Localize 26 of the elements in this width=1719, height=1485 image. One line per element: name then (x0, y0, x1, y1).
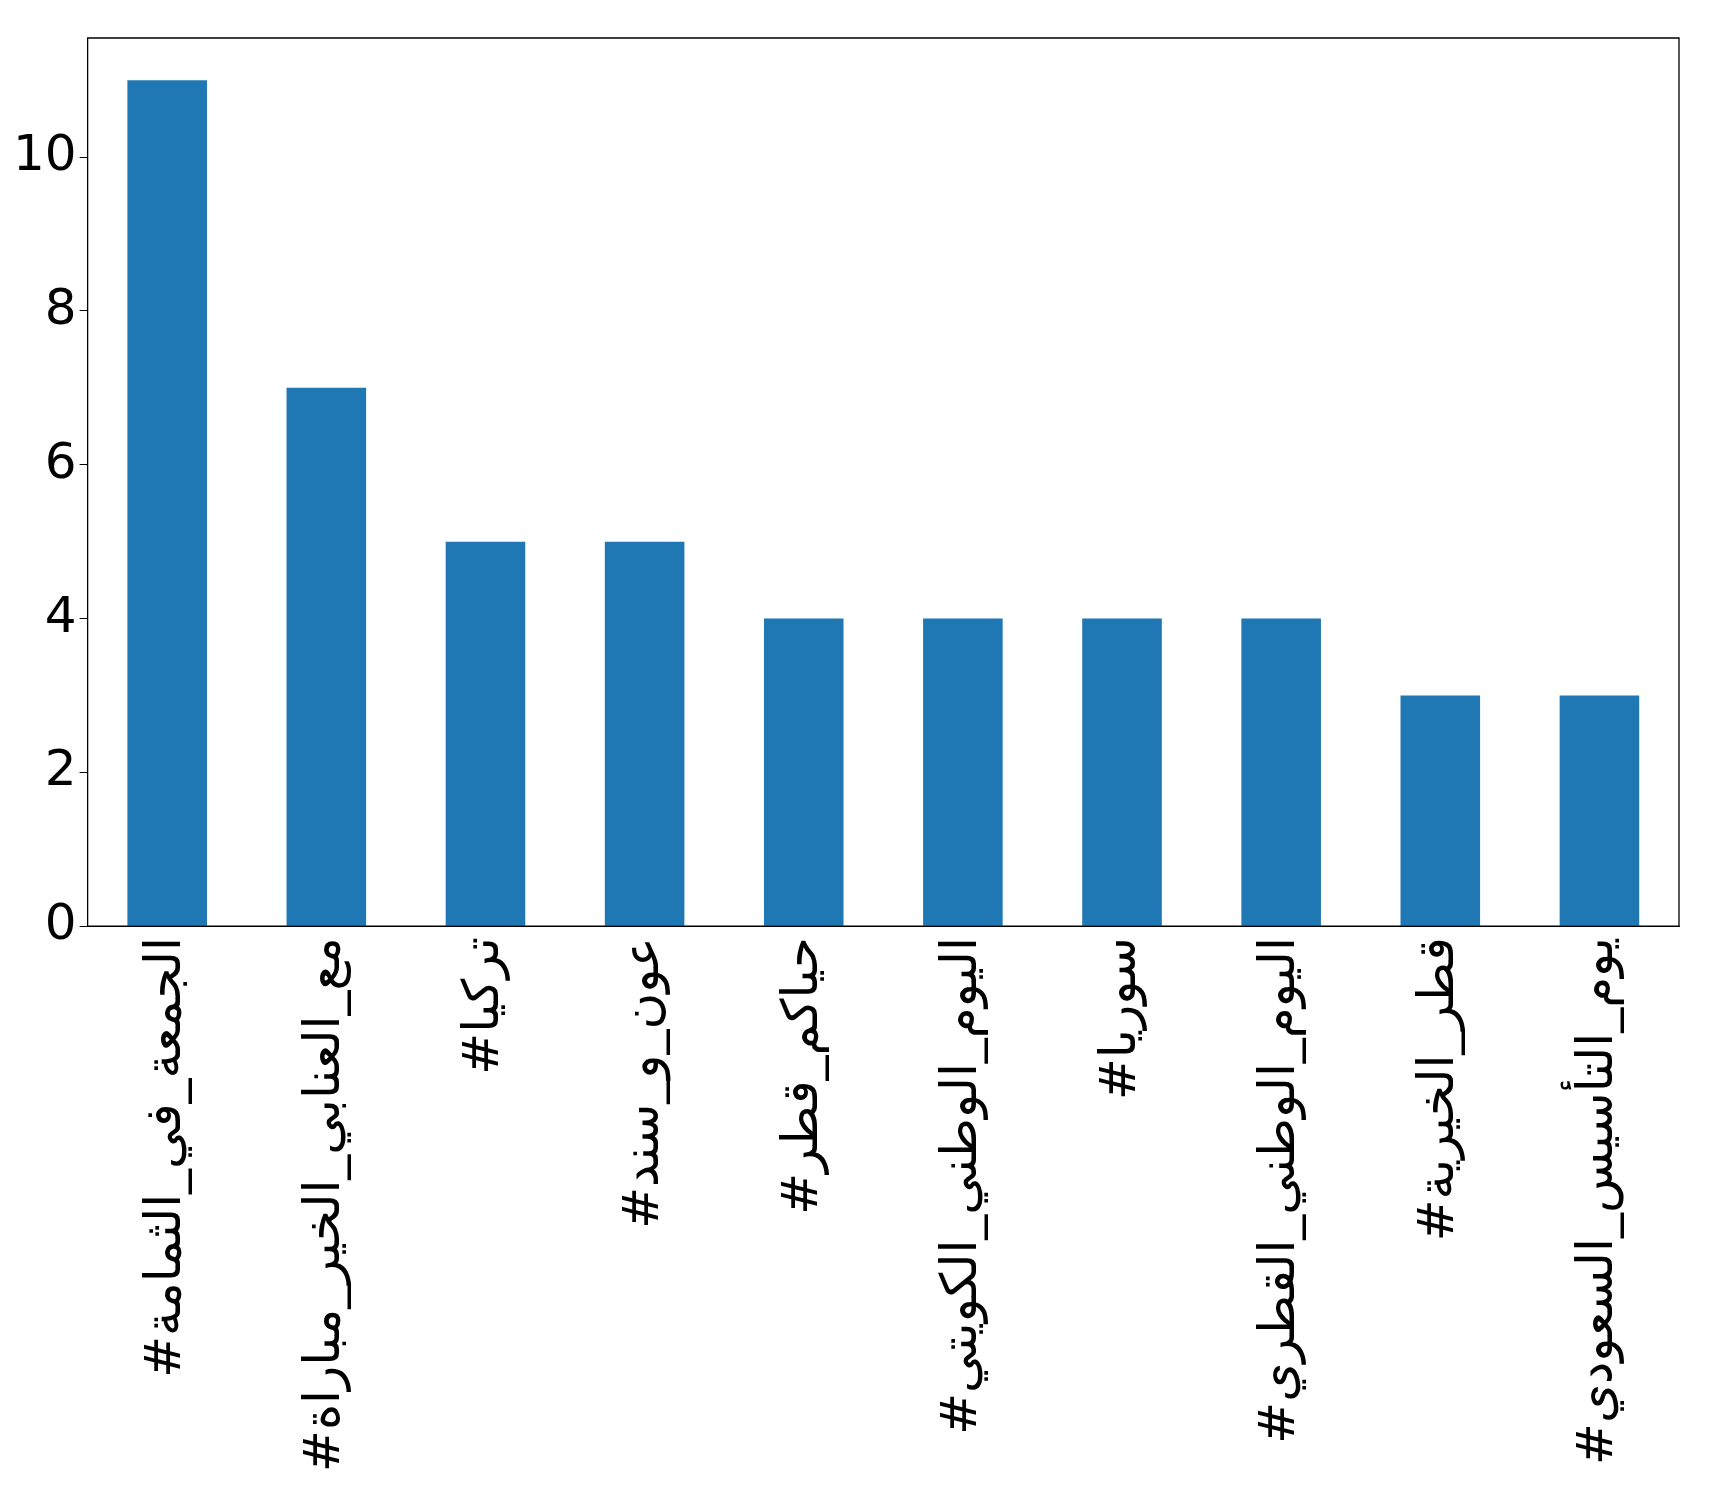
x-tick-label: #قطر_الخيرية (1407, 937, 1466, 1242)
x-tick-label: #عون_و_سند (611, 937, 671, 1229)
y-tick-label: 4 (44, 585, 77, 644)
x-tick-label: #حياكم_قطر (770, 937, 829, 1215)
bar (1241, 618, 1321, 926)
x-tick-label: #يوم_التأسيس_السعودي (1560, 937, 1625, 1466)
bar (1559, 695, 1640, 926)
y-tick-label: 10 (13, 124, 77, 183)
x-tick-label: #تركيا (452, 937, 511, 1075)
y-tick-label: 2 (44, 739, 77, 798)
bar (1082, 618, 1162, 926)
x-tick-label: #اليوم_الوطني_الكويتي (929, 937, 988, 1435)
bar (127, 80, 207, 926)
x-tick-label: #سوريا (1089, 937, 1147, 1101)
bar (286, 387, 367, 926)
bar (763, 618, 844, 926)
y-tick-label: 8 (44, 277, 77, 336)
x-tick-label: #اليوم_الوطني_القطري (1248, 937, 1307, 1444)
y-tick-label: 6 (44, 431, 77, 490)
bar (923, 618, 1003, 926)
y-tick-label: 0 (44, 893, 77, 952)
bar (604, 541, 685, 926)
x-tick-label: #مع_العنابي_الخير_مباراة (293, 937, 353, 1473)
bar (445, 541, 526, 926)
bar (1400, 695, 1481, 926)
x-tick-label: #الجمعة_في_الثمامة (134, 937, 193, 1378)
